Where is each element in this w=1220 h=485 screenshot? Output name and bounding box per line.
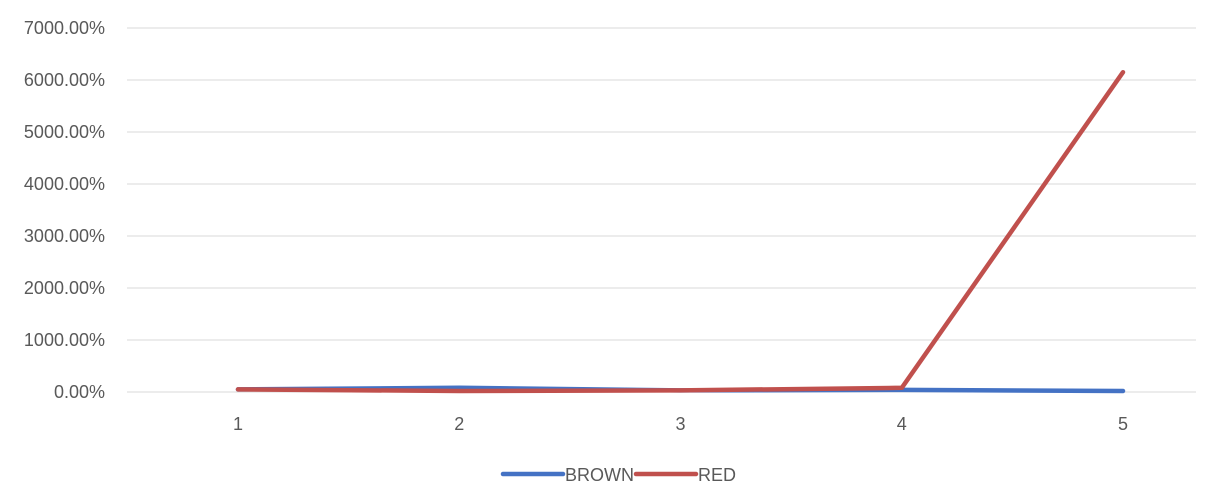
legend-item-brown: BROWN [500,465,634,485]
y-axis-tick-labels: 0.00% 1000.00% 2000.00% 3000.00% 4000.00% 500… [24,18,105,402]
x-tick-label: 4 [897,414,907,434]
x-tick-label: 2 [454,414,464,434]
y-tick-label: 2000.00% [24,278,105,298]
x-axis-tick-labels: 1 2 3 4 5 [233,414,1128,434]
legend: BROWN RED [500,465,736,485]
y-tick-label: 1000.00% [24,330,105,350]
legend-label: BROWN [565,465,634,485]
y-tick-label: 3000.00% [24,226,105,246]
x-tick-label: 1 [233,414,243,434]
y-tick-label: 4000.00% [24,174,105,194]
y-tick-label: 7000.00% [24,18,105,38]
y-tick-label: 6000.00% [24,70,105,90]
series-line-red [235,69,1126,394]
y-tick-label: 0.00% [54,382,105,402]
legend-label: RED [698,465,736,485]
legend-item-red: RED [633,465,736,485]
x-tick-label: 5 [1118,414,1128,434]
x-tick-label: 3 [675,414,685,434]
plot-series [235,69,1126,394]
gridlines [127,27,1196,393]
y-tick-label: 5000.00% [24,122,105,142]
